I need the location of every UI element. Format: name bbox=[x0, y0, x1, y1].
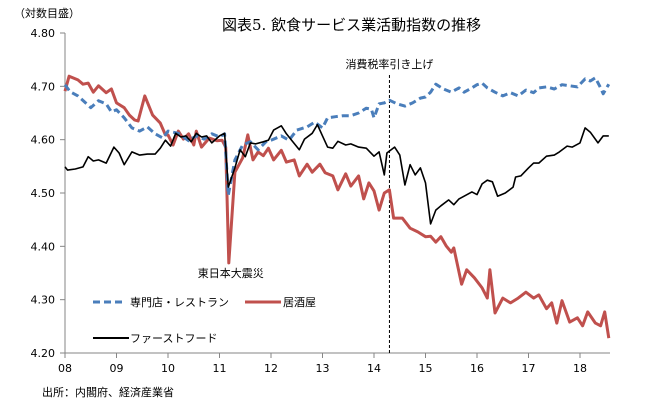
legend: 専門店・レストラン 居酒屋 ファーストフード bbox=[93, 295, 316, 345]
x-axis: 08 09 10 11 12 13 14 15 16 17 18 bbox=[58, 352, 610, 375]
x-tick-label: 13 bbox=[316, 362, 330, 375]
x-tick-label: 09 bbox=[110, 362, 124, 375]
x-tick-label: 12 bbox=[264, 362, 278, 375]
y-tick-label: 4.70 bbox=[31, 80, 56, 93]
y-tick-label: 4.50 bbox=[31, 187, 56, 200]
y-axis-scale-note: （対数目盛） bbox=[14, 6, 80, 20]
x-tick-label: 08 bbox=[58, 362, 72, 375]
source-note: 出所：内閣府、経済産業省 bbox=[42, 385, 174, 399]
series-fastfood bbox=[64, 123, 609, 225]
legend-label-izakaya: 居酒屋 bbox=[283, 296, 316, 309]
legend-label-restaurant: 専門店・レストラン bbox=[130, 295, 229, 309]
series-layer bbox=[63, 74, 611, 339]
chart-title: 図表5. 飲食サービス業活動指数の推移 bbox=[222, 16, 481, 34]
earthquake-annotation: 東日本大震災 bbox=[198, 266, 264, 280]
y-tick-label: 4.80 bbox=[31, 27, 56, 40]
y-tick-label: 4.40 bbox=[31, 240, 56, 253]
x-tick-label: 10 bbox=[161, 362, 175, 375]
legend-label-fastfood: ファーストフード bbox=[130, 332, 217, 345]
y-tick-label: 4.20 bbox=[31, 347, 56, 360]
x-tick-label: 18 bbox=[573, 362, 587, 375]
series-restaurant bbox=[63, 76, 611, 197]
y-axis: 4.20 4.30 4.40 4.50 4.60 4.70 4.80 bbox=[31, 27, 66, 360]
x-tick-label: 14 bbox=[367, 362, 381, 375]
y-tick-label: 4.30 bbox=[31, 294, 56, 307]
y-tick-label: 4.60 bbox=[31, 134, 56, 147]
series-izakaya bbox=[63, 74, 611, 339]
x-tick-label: 15 bbox=[419, 362, 433, 375]
tax-hike-annotation: 消費税率引き上げ bbox=[345, 57, 433, 71]
x-tick-label: 16 bbox=[470, 362, 484, 375]
x-tick-label: 17 bbox=[522, 362, 536, 375]
x-tick-label: 11 bbox=[213, 362, 227, 375]
